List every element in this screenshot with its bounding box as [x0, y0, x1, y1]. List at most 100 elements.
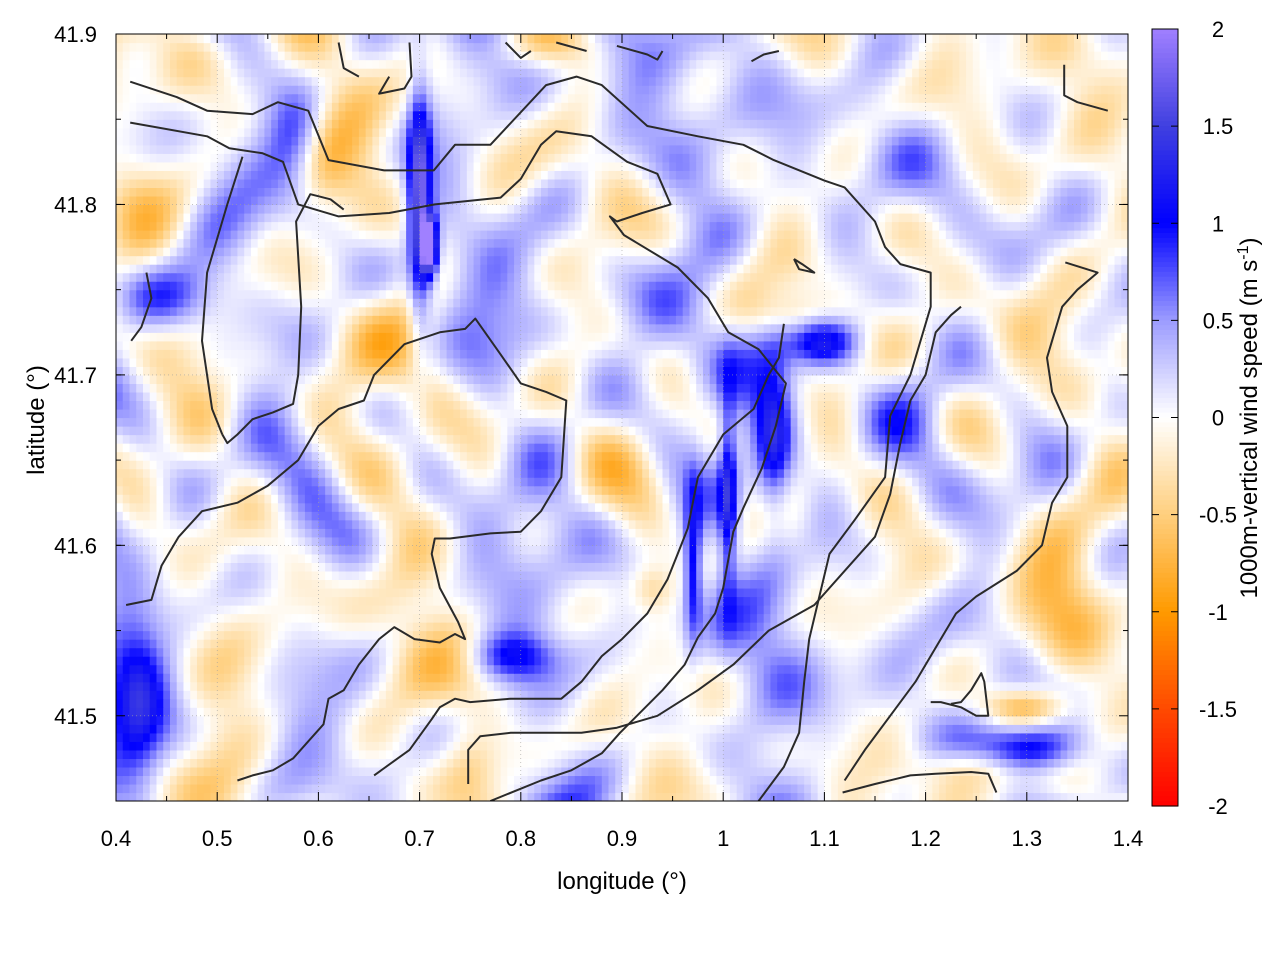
heatmap-cell [345, 656, 352, 665]
heatmap-cell [339, 673, 346, 682]
heatmap-cell [629, 699, 636, 708]
heatmap-cell [332, 639, 339, 648]
heatmap-cell [973, 571, 980, 580]
heatmap-cell [723, 656, 730, 665]
heatmap-cell [494, 741, 501, 750]
heatmap-cell [1013, 631, 1020, 640]
heatmap-cell [271, 622, 278, 631]
heatmap-cell [845, 724, 852, 733]
heatmap-cell [345, 707, 352, 716]
heatmap-cell [372, 682, 379, 691]
heatmap-cell [467, 716, 474, 725]
heatmap-cell [703, 690, 710, 699]
heatmap-cell [197, 733, 204, 742]
heatmap-cell [1067, 562, 1074, 571]
heatmap-cell [669, 690, 676, 699]
heatmap-cell [1020, 545, 1027, 554]
heatmap-cell [588, 588, 595, 597]
heatmap-cell [386, 537, 393, 546]
heatmap-cell [332, 758, 339, 767]
heatmap-cell [190, 733, 197, 742]
heatmap-cell [143, 520, 150, 529]
heatmap-cell [818, 631, 825, 640]
heatmap-cell [1040, 750, 1047, 759]
heatmap-cell [136, 614, 143, 623]
heatmap-cell [237, 614, 244, 623]
heatmap-cell [467, 656, 474, 665]
heatmap-cell [426, 596, 433, 605]
heatmap-cell [447, 648, 454, 657]
heatmap-cell [1034, 733, 1041, 742]
heatmap-cell [912, 537, 919, 546]
heatmap-cell [1067, 707, 1074, 716]
heatmap-cell [487, 724, 494, 733]
heatmap-cell [1115, 775, 1122, 784]
heatmap-cell [993, 665, 1000, 674]
heatmap-cell [413, 665, 420, 674]
heatmap-cell [892, 792, 899, 801]
heatmap-cell [190, 682, 197, 691]
heatmap-cell [797, 622, 804, 631]
heatmap-cell [345, 537, 352, 546]
heatmap-cell [507, 631, 514, 640]
heatmap-cell [420, 792, 427, 801]
heatmap-cell [1040, 716, 1047, 725]
heatmap-cell [1040, 571, 1047, 580]
heatmap-cell [305, 537, 312, 546]
heatmap-cell [339, 631, 346, 640]
heatmap-cell [730, 588, 737, 597]
heatmap-cell [521, 614, 528, 623]
heatmap-cell [696, 792, 703, 801]
heatmap-cell [352, 596, 359, 605]
heatmap-cell [136, 588, 143, 597]
heatmap-cell [811, 639, 818, 648]
heatmap-cell [534, 741, 541, 750]
heatmap-cell [406, 545, 413, 554]
heatmap-cell [136, 528, 143, 537]
heatmap-cell [831, 528, 838, 537]
heatmap-cell [453, 750, 460, 759]
heatmap-cell [737, 537, 744, 546]
heatmap-cell [1061, 682, 1068, 691]
heatmap-cell [1101, 639, 1108, 648]
heatmap-cell [784, 596, 791, 605]
heatmap-cell [575, 792, 582, 801]
heatmap-cell [129, 588, 136, 597]
heatmap-cell [716, 750, 723, 759]
heatmap-cell [258, 605, 265, 614]
heatmap-cell [285, 656, 292, 665]
heatmap-cell [858, 588, 865, 597]
heatmap-cell [541, 699, 548, 708]
heatmap-cell [973, 537, 980, 546]
heatmap-cell [872, 605, 879, 614]
heatmap-cell [710, 537, 717, 546]
heatmap-cell [676, 784, 683, 793]
heatmap-cell [244, 528, 251, 537]
heatmap-cell [858, 699, 865, 708]
heatmap-cell [251, 690, 258, 699]
heatmap-cell [777, 588, 784, 597]
heatmap-cell [784, 588, 791, 597]
heatmap-cell [237, 750, 244, 759]
heatmap-cell [501, 639, 508, 648]
heatmap-cell [183, 716, 190, 725]
heatmap-cell [501, 588, 508, 597]
heatmap-cell [609, 673, 616, 682]
heatmap-cell [399, 792, 406, 801]
heatmap-cell [696, 579, 703, 588]
heatmap-cell [831, 673, 838, 682]
heatmap-cell [831, 631, 838, 640]
heatmap-cell [595, 639, 602, 648]
heatmap-cell [413, 614, 420, 623]
heatmap-cell [959, 775, 966, 784]
heatmap-cell [318, 690, 325, 699]
heatmap-cell [467, 665, 474, 674]
heatmap-cell [494, 665, 501, 674]
heatmap-cell [258, 673, 265, 682]
heatmap-cell [379, 690, 386, 699]
heatmap-cell [332, 775, 339, 784]
heatmap-cell [568, 545, 575, 554]
heatmap-cell [932, 562, 939, 571]
heatmap-cell [379, 596, 386, 605]
heatmap-cell [177, 750, 184, 759]
